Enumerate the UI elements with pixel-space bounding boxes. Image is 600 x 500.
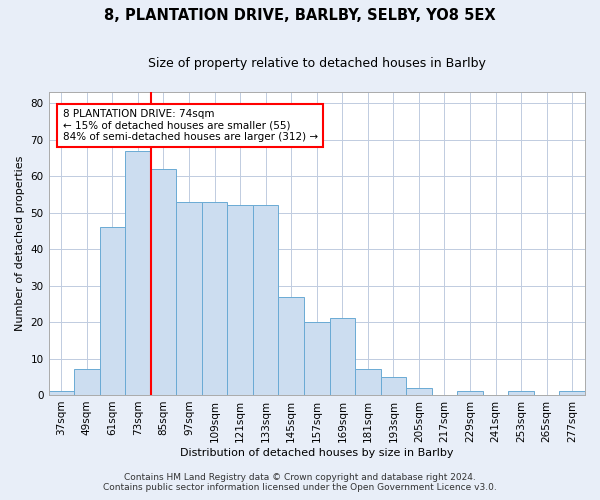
Bar	[508, 392, 534, 395]
Bar	[457, 392, 483, 395]
Bar	[100, 228, 125, 395]
Bar	[49, 392, 74, 395]
Bar	[380, 376, 406, 395]
Bar	[125, 151, 151, 395]
Bar	[202, 202, 227, 395]
Bar	[355, 370, 380, 395]
X-axis label: Distribution of detached houses by size in Barlby: Distribution of detached houses by size …	[180, 448, 454, 458]
Bar	[227, 206, 253, 395]
Text: 8 PLANTATION DRIVE: 74sqm
← 15% of detached houses are smaller (55)
84% of semi-: 8 PLANTATION DRIVE: 74sqm ← 15% of detac…	[62, 109, 318, 142]
Bar	[406, 388, 432, 395]
Title: Size of property relative to detached houses in Barlby: Size of property relative to detached ho…	[148, 58, 486, 70]
Bar	[304, 322, 329, 395]
Bar	[559, 392, 585, 395]
Text: Contains HM Land Registry data © Crown copyright and database right 2024.
Contai: Contains HM Land Registry data © Crown c…	[103, 473, 497, 492]
Text: 8, PLANTATION DRIVE, BARLBY, SELBY, YO8 5EX: 8, PLANTATION DRIVE, BARLBY, SELBY, YO8 …	[104, 8, 496, 22]
Bar	[253, 206, 278, 395]
Y-axis label: Number of detached properties: Number of detached properties	[15, 156, 25, 332]
Bar	[329, 318, 355, 395]
Bar	[74, 370, 100, 395]
Bar	[278, 296, 304, 395]
Bar	[151, 169, 176, 395]
Bar	[176, 202, 202, 395]
